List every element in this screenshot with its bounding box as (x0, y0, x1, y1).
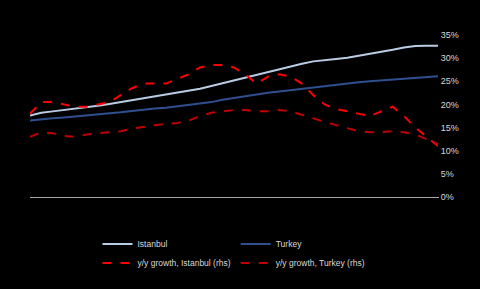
svg-text:Turkey: Turkey (276, 239, 302, 249)
svg-text:15%: 15% (441, 123, 459, 133)
svg-text:30%: 30% (441, 53, 459, 63)
svg-text:20%: 20% (441, 100, 459, 110)
svg-text:5%: 5% (441, 169, 454, 179)
svg-text:25%: 25% (441, 76, 459, 86)
svg-text:Istanbul: Istanbul (138, 239, 168, 249)
svg-text:35%: 35% (441, 30, 459, 40)
svg-text:y/y growth, Istanbul (rhs): y/y growth, Istanbul (rhs) (138, 258, 231, 268)
svg-text:y/y growth, Turkey (rhs): y/y growth, Turkey (rhs) (276, 258, 365, 268)
svg-text:0%: 0% (441, 192, 454, 202)
svg-text:10%: 10% (441, 146, 459, 156)
